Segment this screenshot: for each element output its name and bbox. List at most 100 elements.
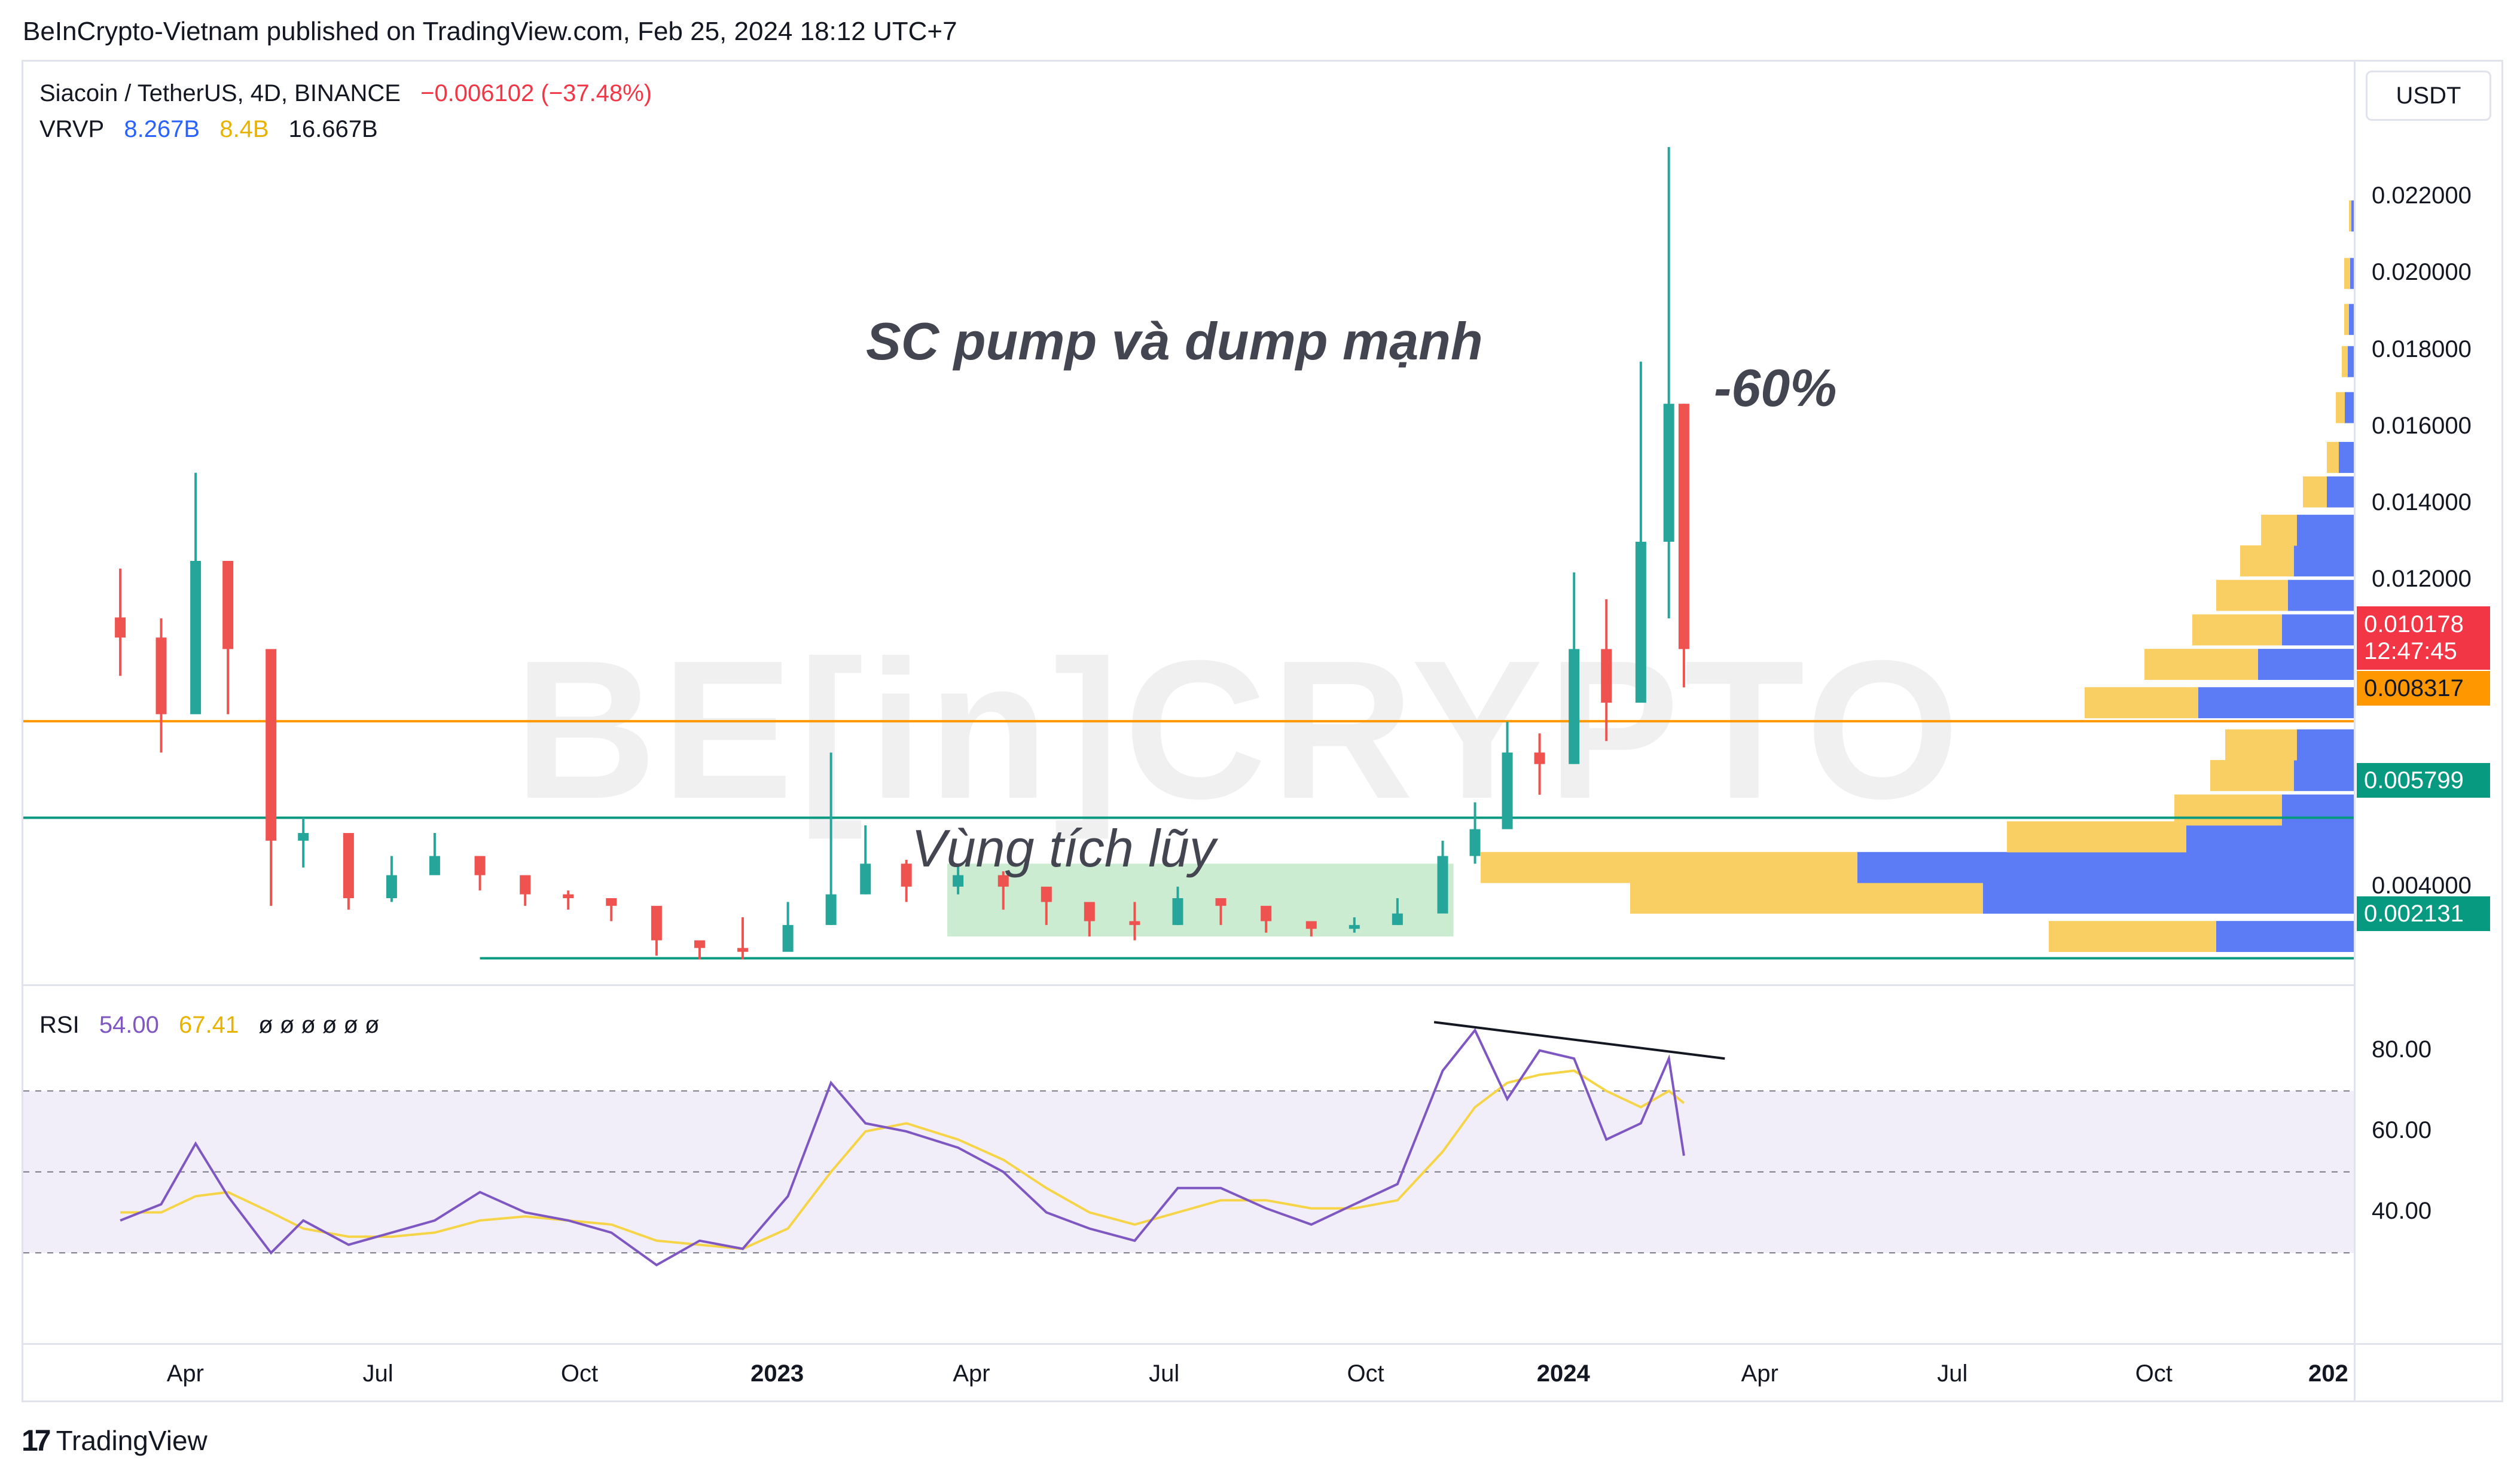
candle-body-6	[343, 833, 354, 898]
accumulation-zone	[947, 863, 1454, 937]
time-axis-label: Jul	[362, 1360, 393, 1387]
chart-frame	[22, 60, 2503, 1402]
price-axis-divider	[2354, 60, 2356, 1402]
vp-up-bar-11	[2294, 545, 2354, 576]
price-change: −0.006102 (−37.48%)	[420, 80, 652, 106]
vp-up-bar-7	[2198, 687, 2354, 719]
mid-support-price-tag: 0.005799	[2357, 763, 2490, 798]
candle-body-37	[1635, 541, 1646, 703]
time-axis-divider	[22, 1343, 2503, 1345]
candle-body-33	[1502, 752, 1513, 829]
candle-body-25	[1172, 898, 1183, 925]
low-support-price-tag: 0.002131	[2357, 896, 2490, 931]
price-axis-tick: 0.012000	[2372, 566, 2472, 593]
vp-up-bar-15	[2345, 392, 2354, 423]
candle-body-24	[1129, 921, 1140, 925]
resistance-price-tag: 0.008317	[2357, 671, 2490, 706]
time-axis-label: Oct	[560, 1360, 599, 1387]
candle-body-2	[190, 561, 202, 715]
price-axis-tick: 0.016000	[2372, 412, 2472, 439]
vp-down-bar-0	[2049, 921, 2216, 953]
current-price: 0.010178	[2364, 611, 2464, 637]
vp-down-bar-2	[1481, 852, 1857, 883]
tradingview-logo[interactable]: 17 TradingView	[22, 1423, 208, 1458]
vrvp-legend: VRVP 8.267B 8.4B 16.667B	[39, 116, 391, 143]
vp-down-bar-6	[2225, 729, 2297, 761]
candle-body-29	[1349, 924, 1360, 929]
currency-button[interactable]: USDT	[2366, 71, 2491, 121]
candle-body-32	[1469, 829, 1481, 856]
vp-up-bar-9	[2282, 614, 2354, 646]
price-axis-tick: 0.004000	[2372, 872, 2472, 899]
candle-body-21	[997, 875, 1009, 887]
candle-body-17	[825, 894, 837, 925]
candle-body-7	[386, 875, 397, 898]
candle-body-34	[1534, 752, 1545, 764]
annotation-percent[interactable]: -60%	[1714, 358, 1837, 417]
vp-up-bar-10	[2288, 579, 2354, 611]
candle-body-20	[953, 875, 964, 887]
bar-countdown: 12:47:45	[2364, 638, 2457, 664]
vp-up-bar-18	[2350, 258, 2354, 289]
candle-body-28	[1305, 921, 1317, 929]
time-axis-label: Oct	[1347, 1360, 1384, 1387]
rsi-axis-tick: 40.00	[2372, 1198, 2432, 1225]
candle-body-10	[520, 875, 531, 895]
candle-body-30	[1392, 913, 1403, 925]
rsi-chart[interactable]	[23, 986, 2354, 1343]
vp-down-bar-19	[2349, 200, 2351, 232]
price-chart[interactable]	[23, 62, 2354, 984]
pane-divider[interactable]	[22, 984, 2356, 986]
vp-up-bar-2	[1857, 852, 2354, 883]
vp-down-bar-13	[2303, 476, 2327, 508]
vp-down-bar-8	[2144, 649, 2258, 680]
vp-up-bar-19	[2351, 200, 2354, 232]
current-price-tag: 0.010178 12:47:45	[2357, 606, 2490, 670]
vp-down-bar-16	[2342, 346, 2348, 377]
rsi-axis-tick: 80.00	[2372, 1036, 2432, 1063]
candle-body-22	[1041, 886, 1052, 902]
candle-body-19	[901, 863, 912, 887]
vp-down-bar-12	[2261, 514, 2297, 546]
candle-body-8	[429, 856, 440, 875]
tradingview-logo-icon: 17	[22, 1424, 51, 1457]
annotation-zone-label[interactable]: Vùng tích lũy	[911, 819, 1216, 878]
candle-body-12	[606, 898, 617, 906]
candle-body-15	[737, 948, 748, 952]
candle-body-27	[1261, 905, 1272, 921]
vp-up-bar-0	[2216, 921, 2354, 953]
vp-down-bar-10	[2216, 579, 2288, 611]
symbol-title[interactable]: Siacoin / TetherUS, 4D, BINANCE	[39, 80, 401, 106]
candle-body-23	[1084, 902, 1095, 921]
rsi-line	[120, 1028, 1685, 1267]
price-axis-tick: 0.014000	[2372, 489, 2472, 515]
rsi-legend: RSI 54.00 67.41 ø ø ø ø ø ø	[39, 1012, 392, 1039]
candle-body-13	[651, 905, 662, 941]
rsi-value: 54.00	[99, 1012, 159, 1038]
vrvp-label[interactable]: VRVP	[39, 116, 105, 142]
time-axis-label: Apr	[1741, 1360, 1778, 1387]
volume-profile	[1481, 200, 2354, 953]
vp-down-bar-11	[2240, 545, 2294, 576]
vp-down-bar-5	[2210, 759, 2294, 791]
publisher-line: BeInCrypto-Vietnam published on TradingV…	[23, 17, 957, 46]
vp-down-bar-17	[2344, 304, 2349, 335]
vrvp-down-volume: 8.4B	[219, 116, 269, 142]
vp-down-bar-7	[2085, 687, 2198, 719]
annotation-title[interactable]: SC pump và dump mạnh	[866, 312, 1483, 371]
vp-down-bar-4	[2174, 794, 2282, 826]
candle-body-11	[563, 894, 574, 898]
vp-down-bar-3	[2007, 821, 2186, 853]
candle-body-4	[266, 649, 277, 841]
vp-down-bar-15	[2336, 392, 2345, 423]
vp-up-bar-8	[2258, 649, 2354, 680]
time-axis-label: Apr	[953, 1360, 990, 1387]
vp-up-bar-5	[2294, 759, 2354, 791]
vp-down-bar-9	[2192, 614, 2282, 646]
rsi-label[interactable]: RSI	[39, 1012, 80, 1038]
candle-body-9	[474, 856, 486, 875]
candle-body-39	[1678, 404, 1689, 649]
candle-body-31	[1437, 856, 1448, 914]
candle-body-5	[298, 833, 309, 841]
vp-up-bar-14	[2339, 442, 2354, 473]
